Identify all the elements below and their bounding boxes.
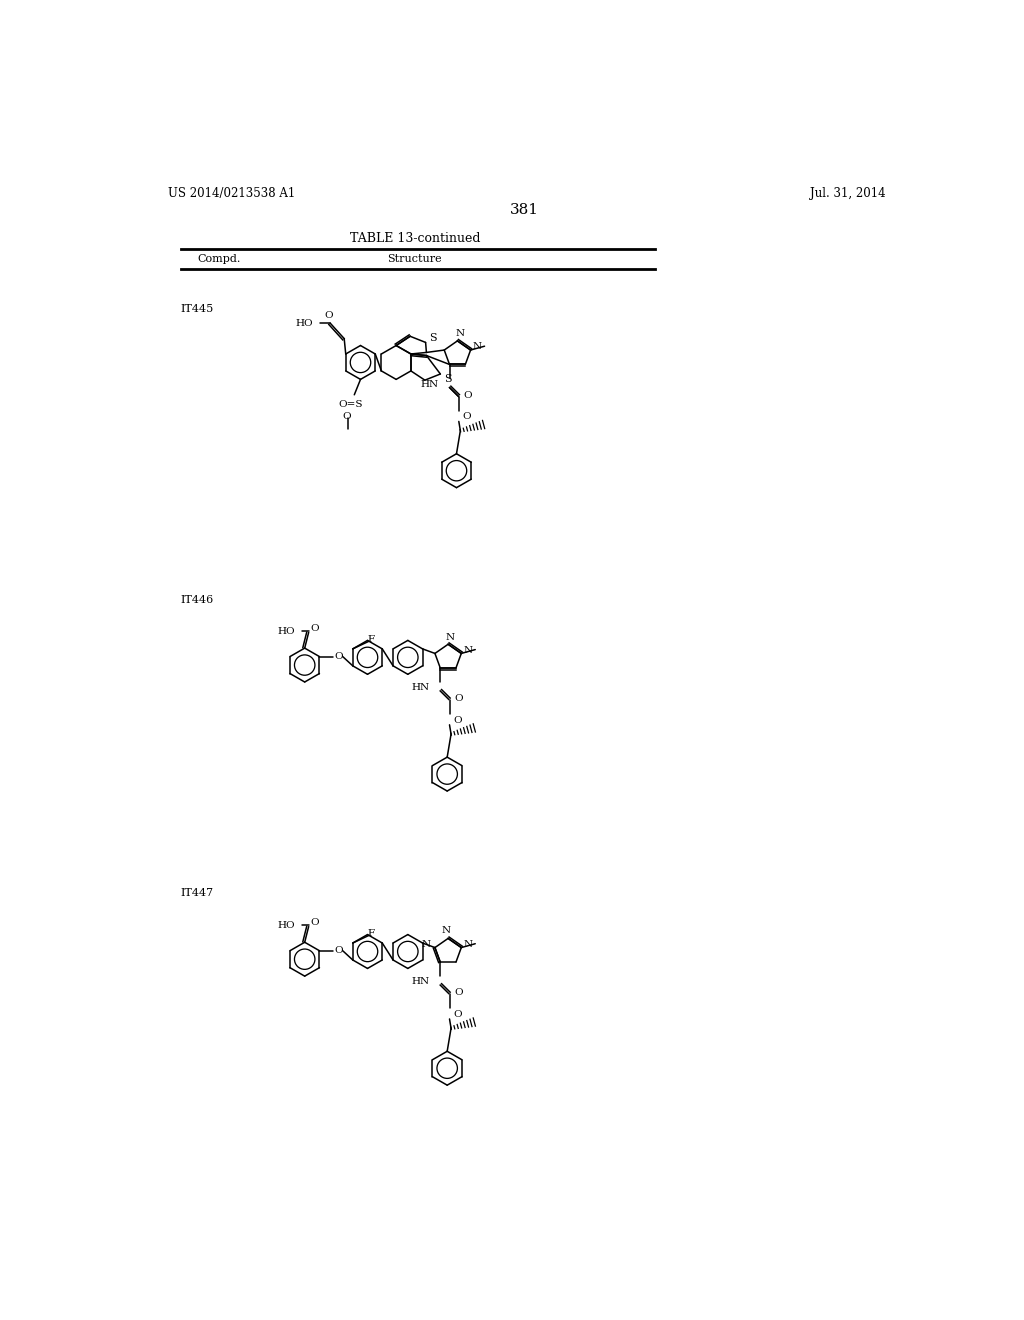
Text: O=S: O=S [339,400,364,408]
Text: N: N [464,940,473,949]
Text: HN: HN [412,684,429,693]
Text: O: O [453,1010,462,1019]
Text: O: O [310,917,319,927]
Text: IT446: IT446 [180,595,214,606]
Text: F: F [368,635,375,644]
Text: Jul. 31, 2014: Jul. 31, 2014 [810,187,886,199]
Text: IT447: IT447 [180,888,214,898]
Text: 381: 381 [510,203,540,216]
Text: N: N [464,645,473,655]
Text: N: N [442,927,452,935]
Text: HN: HN [412,978,429,986]
Text: O: O [464,391,472,400]
Text: O: O [310,623,319,632]
Text: S: S [429,333,437,343]
Text: HO: HO [278,921,295,929]
Text: N: N [445,632,455,642]
Text: N: N [473,342,482,351]
Text: Structure: Structure [387,253,442,264]
Text: HO: HO [278,627,295,636]
Text: O: O [455,989,463,998]
Text: O: O [335,652,343,661]
Text: N: N [421,940,430,949]
Text: O: O [453,715,462,725]
Text: O: O [325,312,333,319]
Text: TABLE 13-continued: TABLE 13-continued [349,231,480,244]
Text: O: O [335,946,343,956]
Text: O: O [455,694,463,704]
Text: S: S [444,374,452,384]
Text: O: O [462,412,471,421]
Text: US 2014/0213538 A1: US 2014/0213538 A1 [168,187,296,199]
Text: N: N [456,330,464,338]
Text: O: O [342,412,351,421]
Text: Compd.: Compd. [198,253,241,264]
Text: F: F [368,929,375,939]
Text: HO: HO [296,318,313,327]
Text: IT445: IT445 [180,305,214,314]
Text: HN: HN [421,380,438,389]
